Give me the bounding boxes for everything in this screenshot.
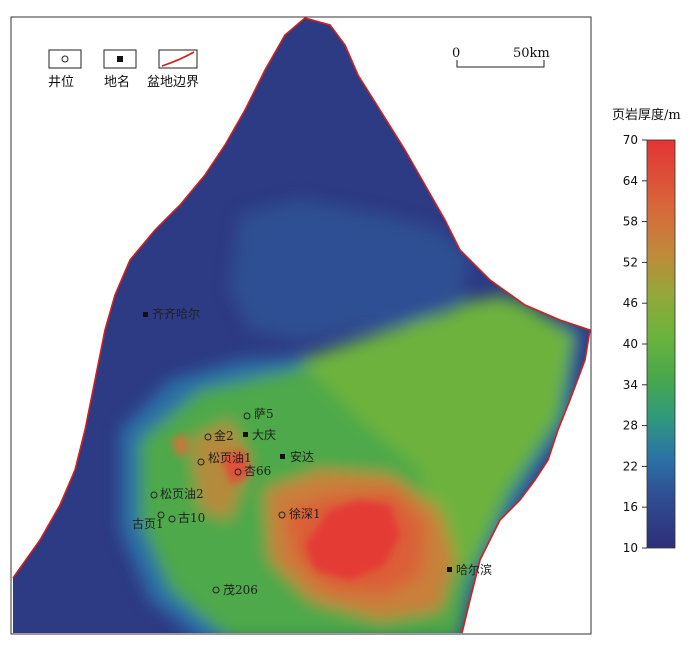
well-legend-label: 井位 [48,75,74,90]
place-label: 大庆 [252,428,276,442]
well-label: 金2 [214,428,234,443]
well-label: 古10 [178,510,205,525]
colorbar-tick-label: 40 [623,337,638,351]
place-legend-icon [117,56,123,62]
well-marker [234,468,242,476]
colorbar-title: 页岩厚度/m [612,107,681,123]
well-marker [278,511,286,519]
well-label: 松页油2 [160,487,204,501]
colorbar-tick-label: 22 [623,459,638,473]
place-marker [280,454,285,459]
map-legend: 井位 地名 盆地边界 [48,49,199,90]
well-marker [157,511,165,519]
well-marker [168,515,176,523]
colorbar-tick-label: 46 [623,296,638,310]
well-label: 萨5 [254,407,274,421]
place-marker [243,432,248,437]
colorbar-tick-label: 70 [623,133,638,147]
basin-boundary [12,17,591,634]
boundary-legend-icon [161,51,195,67]
well-markers: 萨5 金2 松页油1 杏66 松页油2 古10 古页1 徐深1 茂206 [132,407,321,597]
place-label: 齐齐哈尔 [152,306,200,321]
scale-bar-end: 50km [513,46,550,61]
colorbar-tick-label: 34 [623,378,638,392]
colorbar-ticks: 70 64 58 52 46 40 34 28 22 16 10 [623,133,647,555]
well-marker [150,491,158,499]
place-label: 哈尔滨 [456,562,492,577]
scale-bar-start: 0 [452,46,460,61]
colorbar-tick-label: 58 [623,215,638,229]
colorbar-ramp [646,139,676,549]
place-marker [143,312,148,317]
place-marker [447,567,452,572]
well-label: 茂206 [223,583,258,597]
well-label: 杏66 [244,464,271,478]
color-bar: 页岩厚度/m 70 64 58 52 46 40 34 28 22 16 10 [612,107,681,555]
well-marker [243,412,251,420]
boundary-legend-label: 盆地边界 [147,75,199,90]
colorbar-tick-label: 52 [623,255,638,269]
well-label: 松页油1 [208,451,252,465]
place-markers: 齐齐哈尔 大庆 安达 哈尔滨 [143,306,492,577]
colorbar-tick-label: 28 [623,419,638,433]
colorbar-tick-label: 64 [623,174,638,188]
colorbar-tick-label: 10 [623,541,638,555]
place-legend-label: 地名 [104,74,130,90]
scale-bar: 0 50km [452,46,550,68]
well-marker [197,458,205,466]
well-label: 古页1 [132,516,164,531]
well-label: 徐深1 [289,506,321,521]
place-label: 安达 [290,449,314,464]
well-marker [212,586,220,594]
well-marker [204,433,212,441]
colorbar-tick-label: 16 [623,500,638,514]
well-legend-icon [61,55,69,63]
